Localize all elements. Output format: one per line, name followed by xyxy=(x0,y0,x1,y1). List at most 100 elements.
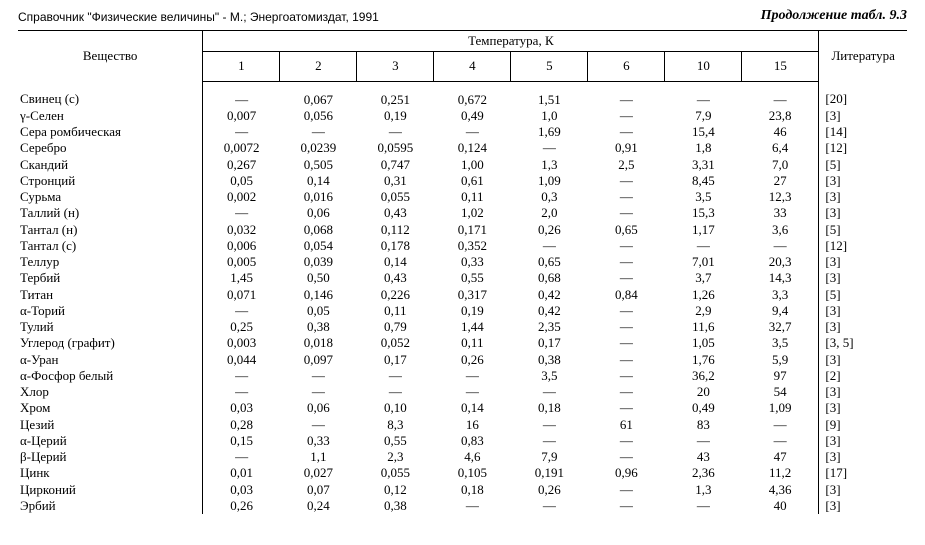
value-cell: 83 xyxy=(665,417,742,433)
value-cell: 97 xyxy=(742,368,819,384)
value-cell: 0,027 xyxy=(280,465,357,481)
value-cell: 0,05 xyxy=(280,303,357,319)
value-cell: 7,0 xyxy=(742,157,819,173)
value-cell: 0,43 xyxy=(357,270,434,286)
source-citation: Справочник "Физические величины" - М.; Э… xyxy=(18,10,379,24)
value-cell: 1,0 xyxy=(511,108,588,124)
value-cell: 0,14 xyxy=(357,254,434,270)
literature-ref: [3] xyxy=(819,352,907,368)
value-cell: — xyxy=(357,384,434,400)
value-cell: 0,03 xyxy=(203,482,280,498)
substance-name: Хром xyxy=(18,400,203,416)
value-cell: 0,33 xyxy=(434,254,511,270)
table-row: Титан0,0710,1460,2260,3170,420,841,263,3… xyxy=(18,287,907,303)
value-cell: 32,7 xyxy=(742,319,819,335)
value-cell: 2,9 xyxy=(665,303,742,319)
substance-name: Стронций xyxy=(18,173,203,189)
value-cell: 0,055 xyxy=(357,465,434,481)
literature-ref: [3] xyxy=(819,108,907,124)
value-cell: 1,09 xyxy=(511,173,588,189)
value-cell: 0,17 xyxy=(511,335,588,351)
literature-ref: [12] xyxy=(819,140,907,156)
value-cell: — xyxy=(203,449,280,465)
value-cell: 0,11 xyxy=(357,303,434,319)
value-cell: 0,352 xyxy=(434,238,511,254)
col-header-temp-2: 2 xyxy=(280,52,357,81)
value-cell: — xyxy=(588,238,665,254)
value-cell: 4,36 xyxy=(742,482,819,498)
table-row: Сурьма0,0020,0160,0550,110,3—3,512,3[3] xyxy=(18,189,907,205)
value-cell: 0,044 xyxy=(203,352,280,368)
substance-name: Свинец (с) xyxy=(18,81,203,108)
value-cell: 0,43 xyxy=(357,205,434,221)
literature-ref: [3] xyxy=(819,254,907,270)
value-cell: — xyxy=(588,319,665,335)
value-cell: 0,039 xyxy=(280,254,357,270)
value-cell: 0,0595 xyxy=(357,140,434,156)
table-row: Цирконий0,030,070,120,180,26—1,34,36[3] xyxy=(18,482,907,498)
col-header-substance: Вещество xyxy=(18,31,203,82)
value-cell: 0,03 xyxy=(203,400,280,416)
value-cell: 0,26 xyxy=(203,498,280,514)
value-cell: — xyxy=(588,498,665,514)
substance-name: γ-Селен xyxy=(18,108,203,124)
value-cell: 47 xyxy=(742,449,819,465)
value-cell: — xyxy=(511,140,588,156)
value-cell: 3,3 xyxy=(742,287,819,303)
table-row: Теллур0,0050,0390,140,330,65—7,0120,3[3] xyxy=(18,254,907,270)
value-cell: 0,226 xyxy=(357,287,434,303)
value-cell: — xyxy=(434,498,511,514)
value-cell: — xyxy=(511,433,588,449)
value-cell: — xyxy=(511,498,588,514)
value-cell: — xyxy=(588,482,665,498)
value-cell: 0,84 xyxy=(588,287,665,303)
value-cell: — xyxy=(588,384,665,400)
substance-name: α-Церий xyxy=(18,433,203,449)
col-header-temp-10: 10 xyxy=(665,52,742,81)
value-cell: 0,19 xyxy=(357,108,434,124)
col-header-temp-3: 3 xyxy=(357,52,434,81)
value-cell: 36,2 xyxy=(665,368,742,384)
value-cell: 1,05 xyxy=(665,335,742,351)
value-cell: 0,105 xyxy=(434,465,511,481)
value-cell: — xyxy=(434,384,511,400)
value-cell: 0,747 xyxy=(357,157,434,173)
substance-name: Сера ромбическая xyxy=(18,124,203,140)
col-header-temp-1: 1 xyxy=(203,52,280,81)
value-cell: 2,3 xyxy=(357,449,434,465)
value-cell: — xyxy=(742,433,819,449)
value-cell: — xyxy=(588,270,665,286)
literature-ref: [3] xyxy=(819,303,907,319)
value-cell: 0,07 xyxy=(280,482,357,498)
value-cell: — xyxy=(203,124,280,140)
value-cell: — xyxy=(588,352,665,368)
value-cell: 0,10 xyxy=(357,400,434,416)
value-cell: 27 xyxy=(742,173,819,189)
value-cell: 0,178 xyxy=(357,238,434,254)
value-cell: 6,4 xyxy=(742,140,819,156)
value-cell: 0,15 xyxy=(203,433,280,449)
literature-ref: [3] xyxy=(819,498,907,514)
value-cell: 0,55 xyxy=(357,433,434,449)
value-cell: 0,097 xyxy=(280,352,357,368)
literature-ref: [3] xyxy=(819,433,907,449)
value-cell: — xyxy=(280,417,357,433)
table-row: α-Фосфор белый————3,5—36,297[2] xyxy=(18,368,907,384)
value-cell: — xyxy=(665,81,742,108)
value-cell: — xyxy=(665,238,742,254)
value-cell: — xyxy=(203,205,280,221)
value-cell: — xyxy=(588,335,665,351)
value-cell: 0,006 xyxy=(203,238,280,254)
value-cell: — xyxy=(588,368,665,384)
value-cell: — xyxy=(588,124,665,140)
value-cell: — xyxy=(742,81,819,108)
table-row: Тантал (н)0,0320,0680,1120,1710,260,651,… xyxy=(18,222,907,238)
substance-name: α-Фосфор белый xyxy=(18,368,203,384)
value-cell: — xyxy=(588,173,665,189)
value-cell: 0,42 xyxy=(511,287,588,303)
value-cell: 15,4 xyxy=(665,124,742,140)
value-cell: 0,016 xyxy=(280,189,357,205)
value-cell: — xyxy=(511,384,588,400)
value-cell: — xyxy=(280,124,357,140)
value-cell: 11,2 xyxy=(742,465,819,481)
